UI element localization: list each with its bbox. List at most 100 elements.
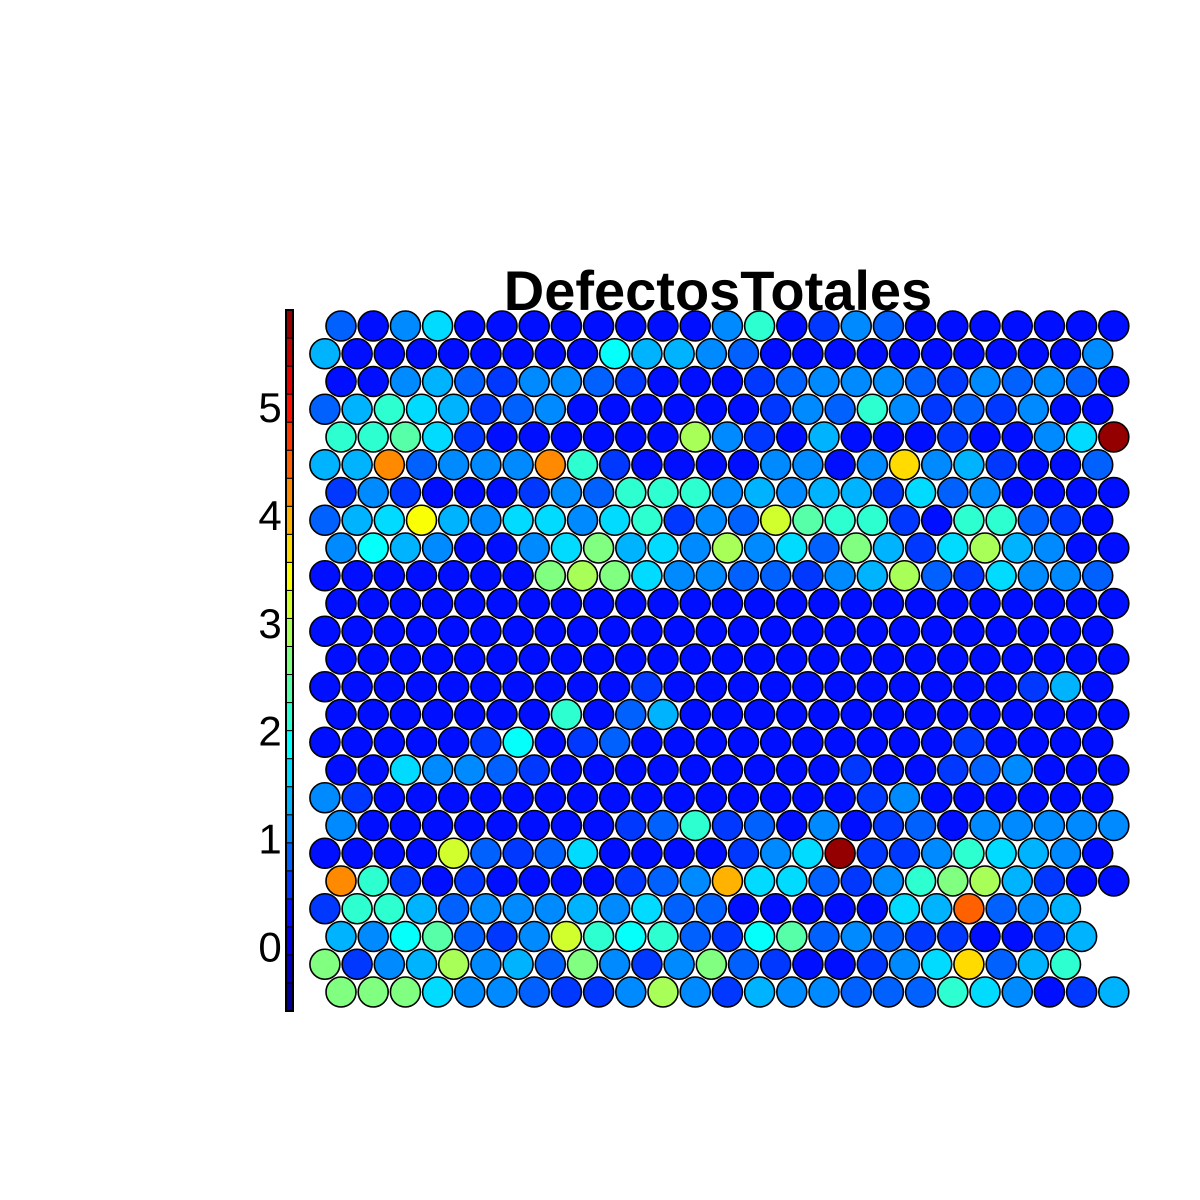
- som-node: [566, 504, 599, 537]
- som-node: [969, 587, 1001, 620]
- som-node: [808, 421, 840, 453]
- colorbar-segment: [285, 589, 294, 619]
- som-node: [808, 698, 840, 731]
- som-node: [1001, 587, 1034, 620]
- som-node: [1081, 726, 1114, 759]
- som-node: [421, 920, 454, 953]
- som-node: [872, 476, 905, 509]
- som-node: [486, 698, 518, 731]
- som-node: [840, 809, 873, 842]
- som-node: [614, 476, 647, 509]
- som-node: [389, 698, 422, 731]
- som-node: [405, 670, 438, 703]
- som-node: [904, 809, 937, 842]
- som-node: [679, 809, 712, 842]
- som-node: [1017, 393, 1050, 426]
- som-node: [453, 310, 486, 342]
- som-node: [582, 976, 615, 1008]
- som-node: [759, 837, 792, 870]
- som-node: [550, 587, 583, 620]
- som-node: [647, 809, 679, 842]
- som-node: [872, 976, 905, 1008]
- som-node: [1081, 559, 1114, 592]
- som-node: [969, 532, 1001, 564]
- som-node: [550, 310, 583, 342]
- som-node: [1033, 920, 1066, 953]
- som-node: [453, 587, 486, 620]
- som-node: [1065, 476, 1098, 509]
- som-node: [534, 726, 567, 759]
- som-node: [985, 559, 1017, 592]
- som-node: [631, 726, 663, 759]
- colorbar-segment: [285, 954, 294, 984]
- som-node: [775, 587, 808, 620]
- som-node: [341, 559, 373, 592]
- som-node: [453, 976, 486, 1008]
- colorbar-segment: [285, 337, 294, 367]
- som-node: [727, 892, 760, 925]
- som-node: [808, 310, 840, 342]
- som-node: [840, 698, 873, 731]
- som-node: [566, 615, 599, 648]
- som-node: [486, 587, 518, 620]
- som-node: [389, 532, 422, 564]
- som-node: [663, 559, 695, 592]
- som-node: [1049, 504, 1082, 537]
- som-node: [936, 643, 969, 675]
- som-node: [775, 920, 808, 953]
- colorbar-segment: [285, 477, 294, 507]
- som-node: [405, 837, 438, 870]
- som-node: [534, 670, 567, 703]
- som-node: [421, 809, 454, 842]
- som-node: [792, 337, 824, 370]
- som-node: [969, 920, 1001, 953]
- som-node: [743, 976, 776, 1008]
- som-node: [373, 781, 406, 814]
- som-node: [824, 781, 856, 814]
- som-node: [1001, 865, 1034, 897]
- som-node: [775, 476, 808, 509]
- som-node: [856, 726, 889, 759]
- som-node: [840, 643, 873, 675]
- som-node: [502, 892, 534, 925]
- som-node: [486, 532, 518, 564]
- som-node: [389, 754, 422, 786]
- som-node: [373, 559, 406, 592]
- som-node: [325, 310, 357, 342]
- som-node: [357, 532, 390, 564]
- som-node: [325, 587, 357, 620]
- som-node: [614, 421, 647, 453]
- som-node: [373, 504, 406, 537]
- som-node: [582, 865, 615, 897]
- som-node: [824, 615, 856, 648]
- som-node: [663, 448, 695, 481]
- som-node: [888, 892, 921, 925]
- som-node: [598, 781, 631, 814]
- som-node: [470, 892, 502, 925]
- som-node: [920, 781, 953, 814]
- som-node: [775, 421, 808, 453]
- som-node: [357, 643, 390, 675]
- som-node: [920, 615, 953, 648]
- som-node: [953, 615, 985, 648]
- colorbar: [285, 309, 294, 1012]
- som-node: [598, 948, 631, 981]
- som-node: [985, 837, 1017, 870]
- som-node: [550, 643, 583, 675]
- som-node: [840, 976, 873, 1008]
- som-node: [309, 837, 341, 870]
- som-node: [502, 781, 534, 814]
- som-node: [534, 837, 567, 870]
- som-node: [904, 476, 937, 509]
- som-node: [888, 670, 921, 703]
- som-node: [953, 393, 985, 426]
- som-node: [856, 448, 889, 481]
- som-node: [421, 698, 454, 731]
- som-node: [357, 920, 390, 953]
- som-node: [341, 448, 373, 481]
- som-node: [969, 643, 1001, 675]
- som-node: [1049, 726, 1082, 759]
- som-node: [614, 865, 647, 897]
- som-node: [743, 643, 776, 675]
- som-node: [792, 837, 824, 870]
